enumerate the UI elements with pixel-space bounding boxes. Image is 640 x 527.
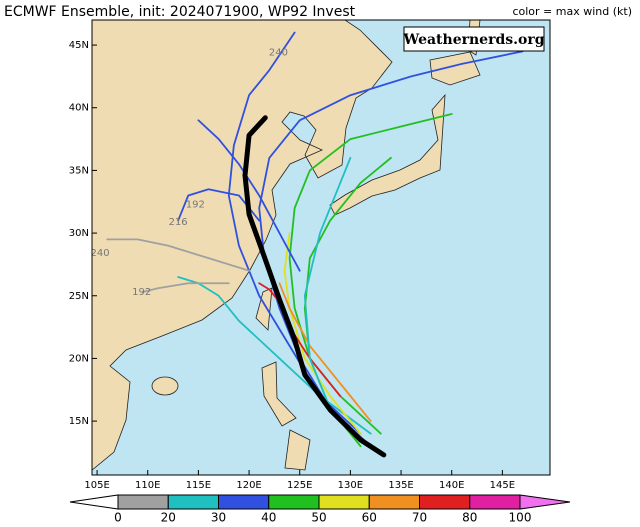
hour-label: 192: [132, 287, 151, 298]
lon-tick-label: 105E: [84, 480, 109, 491]
legend-note: color = max wind (kt): [512, 5, 632, 18]
colorbar-segment: [419, 494, 471, 510]
member-track: [303, 156, 352, 410]
member-track: [278, 282, 372, 423]
colorbar-segment: [268, 494, 320, 510]
member-track: [283, 232, 362, 435]
land-hainan: [151, 376, 179, 396]
colorbar-segment: [318, 494, 370, 510]
lat-tick-label: 45N: [69, 40, 89, 51]
land-layer: [92, 20, 481, 471]
colorbar-segment: [167, 494, 219, 510]
colorbar-segment: [117, 494, 169, 510]
colorbar-tick-label: 60: [362, 511, 377, 525]
lon-tick-label: 125E: [287, 480, 312, 491]
member-track: [197, 119, 301, 272]
colorbar-segment: [469, 494, 521, 510]
land-luzon: [261, 361, 297, 427]
lon-tick-label: 115E: [186, 480, 211, 491]
lon-tick-label: 135E: [388, 480, 413, 491]
watermark: Weathernerds.org: [403, 32, 545, 48]
colorbar-tick-label: 20: [161, 511, 176, 525]
lon-tick-label: 130E: [338, 480, 363, 491]
colorbar-right-arrow: [519, 494, 571, 510]
colorbar-tick-label: 50: [311, 511, 326, 525]
tracks: 240 192 216 192 240: [91, 31, 524, 458]
lat-tick-label: 30N: [69, 228, 89, 239]
land-hokkaido: [429, 51, 481, 86]
title: ECMWF Ensemble, init: 2024071900, WP92 I…: [4, 4, 356, 20]
colorbar-tick-label: 80: [462, 511, 477, 525]
lat-tick-label: 15N: [69, 416, 89, 427]
member-track: [106, 238, 250, 272]
lon-tick-label: 110E: [135, 480, 160, 491]
hour-label: 240: [91, 248, 110, 259]
colorbar-tick-label: 70: [412, 511, 427, 525]
hour-label: 192: [186, 199, 205, 210]
colorbar-tick-label: 30: [211, 511, 226, 525]
colorbar-tick-label: 100: [509, 511, 532, 525]
lon-tick-label: 145E: [490, 480, 515, 491]
map-frame: [91, 19, 551, 476]
mean-track: [242, 115, 387, 458]
land-visayas: [284, 429, 311, 471]
colorbar-tick-label: 0: [114, 511, 122, 525]
land-asia: [92, 20, 393, 471]
watermark-box: [403, 26, 545, 52]
colorbar-segment: [218, 494, 270, 510]
lat-tick-label: 35N: [69, 165, 89, 176]
colorbar-segment: [368, 494, 420, 510]
lon-tick-label: 140E: [439, 480, 464, 491]
land-japan: [329, 93, 446, 216]
lat-tick-label: 25N: [69, 291, 89, 302]
colorbar-left-arrow: [69, 494, 119, 510]
hour-label: 216: [169, 217, 188, 228]
lat-tick-label: 20N: [69, 353, 89, 364]
member-track: [141, 282, 230, 293]
hour-label: 240: [269, 48, 288, 59]
lat-tick-label: 40N: [69, 103, 89, 114]
lon-tick-label: 120E: [236, 480, 261, 491]
colorbar-tick-label: 40: [261, 511, 276, 525]
